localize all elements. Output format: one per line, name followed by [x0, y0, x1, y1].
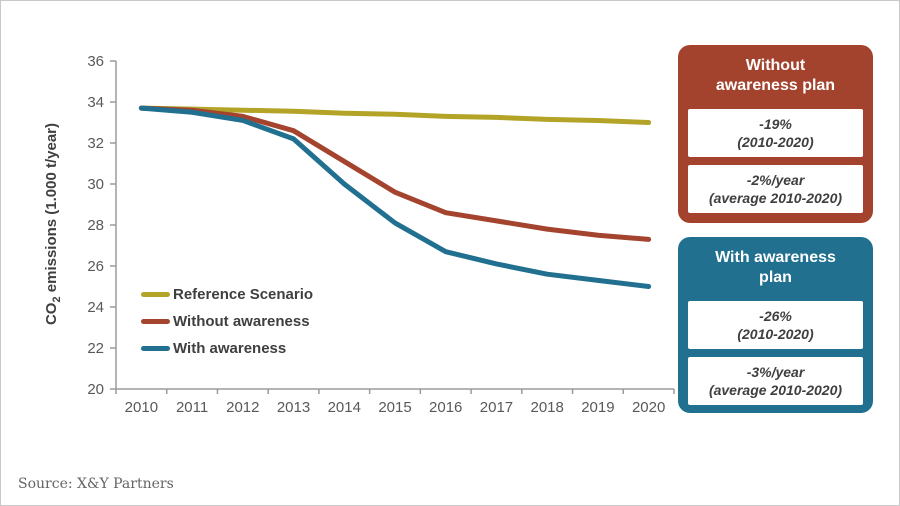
callout-title-line1: Without	[745, 57, 806, 74]
callout-title: With awareness plan	[678, 237, 873, 289]
x-tick-label: 2018	[530, 399, 563, 416]
source-note: Source: X&Y Partners	[18, 476, 174, 492]
y-axis-title-subscript: 2	[51, 296, 63, 303]
callout-title-line1: With awareness	[715, 249, 836, 266]
y-tick-label: 30	[87, 176, 104, 193]
y-tick-label: 32	[87, 135, 104, 152]
legend-item-with-awareness: With awareness	[141, 335, 313, 362]
series-line-reference-scenario	[138, 105, 652, 125]
legend-item-reference-scenario: Reference Scenario	[141, 281, 313, 308]
stat-value: -2%/year	[746, 171, 805, 188]
legend-swatch-without-awareness	[141, 319, 170, 324]
stat-panel-percent-change: -19% (2010-2020)	[688, 109, 863, 157]
legend-swatch-reference-scenario	[141, 292, 170, 297]
y-tick-label: 24	[87, 299, 104, 316]
legend-item-without-awareness: Without awareness	[141, 308, 313, 335]
legend-label: Without awareness	[173, 313, 310, 330]
callout-title-line2: awareness plan	[715, 77, 836, 95]
y-tick-label: 22	[87, 340, 104, 357]
x-tick-label: 2012	[226, 399, 259, 416]
y-tick-label: 34	[87, 94, 104, 111]
legend-label: With awareness	[173, 340, 287, 357]
stat-period: (2010-2020)	[737, 326, 814, 342]
stat-panel-yearly-rate: -3%/year (average 2010-2020)	[688, 357, 863, 405]
y-axis-title: CO2 emissions (1.000 t/year)	[43, 123, 63, 325]
y-tick-label: 36	[87, 53, 104, 70]
callout-without-awareness-plan: Without awareness plan -19% (2010-2020) …	[678, 45, 873, 223]
stat-panel-yearly-rate: -2%/year (average 2010-2020)	[688, 165, 863, 213]
stat-period: (average 2010-2020)	[708, 382, 843, 398]
x-tick-label: 2010	[125, 399, 158, 416]
series-line-with-awareness	[138, 105, 652, 289]
callout-title-line2: plan	[759, 269, 792, 287]
callout-title: Without awareness plan	[678, 45, 873, 97]
callout-with-awareness-plan: With awareness plan -26% (2010-2020) -3%…	[678, 237, 873, 413]
y-tick-label: 20	[87, 381, 104, 398]
stat-value: -19%	[759, 115, 792, 132]
x-tick-label: 2017	[480, 399, 513, 416]
stat-value: -3%/year	[746, 363, 805, 380]
chart-legend: Reference Scenario Without awareness Wit…	[141, 281, 313, 362]
stat-panel-percent-change: -26% (2010-2020)	[688, 301, 863, 349]
y-axis-title-prefix: CO	[43, 302, 60, 326]
y-tick-label: 26	[87, 258, 104, 275]
x-tick-label: 2020	[632, 399, 665, 416]
stat-period: (average 2010-2020)	[708, 190, 843, 206]
stat-value: -26%	[759, 307, 792, 324]
x-tick-label: 2011	[176, 399, 208, 416]
x-tick-label: 2019	[581, 399, 614, 416]
x-tick-label: 2016	[429, 399, 462, 416]
x-tick-label: 2015	[378, 399, 411, 416]
legend-swatch-with-awareness	[141, 346, 170, 351]
stat-period: (2010-2020)	[737, 134, 814, 150]
series-line-without-awareness	[138, 105, 652, 242]
x-tick-label: 2013	[277, 399, 310, 416]
y-tick-label: 28	[87, 217, 104, 234]
legend-label: Reference Scenario	[173, 286, 314, 303]
y-axis-title-suffix: emissions (1.000 t/year)	[43, 122, 60, 297]
x-tick-label: 2014	[328, 399, 361, 416]
